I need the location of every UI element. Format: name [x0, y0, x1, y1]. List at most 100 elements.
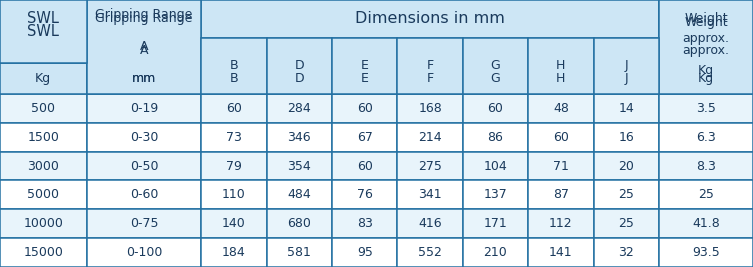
Text: 0-75: 0-75: [130, 217, 158, 230]
Bar: [398, 38, 463, 94]
Bar: [398, 63, 463, 94]
Bar: [267, 180, 332, 209]
Bar: [528, 209, 593, 238]
Bar: [332, 209, 398, 238]
Text: 3.5: 3.5: [696, 102, 716, 115]
Text: 95: 95: [357, 246, 373, 259]
Bar: [0, 94, 87, 123]
Bar: [593, 38, 659, 63]
Bar: [0, 152, 87, 180]
Bar: [659, 38, 753, 63]
Bar: [463, 152, 528, 180]
Bar: [267, 94, 332, 123]
Bar: [398, 123, 463, 152]
Bar: [593, 180, 659, 209]
Text: D: D: [294, 72, 304, 85]
Text: 67: 67: [357, 131, 373, 144]
Text: 76: 76: [357, 189, 373, 201]
Text: 25: 25: [618, 189, 634, 201]
Text: 484: 484: [288, 189, 311, 201]
Text: 25: 25: [618, 217, 634, 230]
Bar: [593, 209, 659, 238]
Bar: [87, 238, 201, 267]
Bar: [0, 123, 87, 152]
Text: SWL: SWL: [27, 24, 59, 39]
Text: 79: 79: [226, 160, 242, 172]
Text: 137: 137: [483, 189, 508, 201]
Bar: [593, 38, 659, 94]
Bar: [659, 0, 753, 94]
Text: 346: 346: [288, 131, 311, 144]
Text: 104: 104: [483, 160, 508, 172]
Bar: [87, 0, 201, 94]
Text: 680: 680: [288, 217, 311, 230]
Bar: [87, 94, 201, 123]
Text: G: G: [491, 60, 501, 72]
Bar: [0, 209, 87, 238]
Text: 0-50: 0-50: [130, 160, 158, 172]
Text: 0-60: 0-60: [130, 189, 158, 201]
Text: H: H: [556, 72, 566, 85]
Text: Dimensions in mm: Dimensions in mm: [355, 11, 505, 26]
Text: 171: 171: [483, 217, 508, 230]
Text: E: E: [361, 60, 369, 72]
Bar: [0, 0, 87, 63]
Bar: [201, 38, 267, 94]
Bar: [201, 238, 267, 267]
Bar: [528, 38, 593, 94]
Bar: [659, 63, 753, 94]
Text: 48: 48: [553, 102, 569, 115]
Bar: [201, 0, 659, 38]
Text: Weight: Weight: [684, 13, 728, 25]
Text: Gripping Range

A

mm: Gripping Range A mm: [95, 9, 193, 85]
Text: 214: 214: [419, 131, 442, 144]
Text: approx.: approx.: [682, 44, 730, 57]
Text: 25: 25: [698, 189, 714, 201]
Text: 284: 284: [288, 102, 311, 115]
Bar: [398, 180, 463, 209]
Bar: [332, 123, 398, 152]
Text: 3000: 3000: [27, 160, 59, 172]
Bar: [463, 209, 528, 238]
Bar: [87, 63, 201, 94]
Text: 60: 60: [487, 102, 504, 115]
Bar: [332, 94, 398, 123]
Bar: [332, 63, 398, 94]
Bar: [267, 209, 332, 238]
Text: A: A: [139, 44, 148, 57]
Bar: [0, 0, 87, 38]
Bar: [201, 152, 267, 180]
Text: F: F: [426, 60, 434, 72]
Bar: [528, 180, 593, 209]
Text: J: J: [624, 60, 628, 72]
Bar: [659, 238, 753, 267]
Text: 60: 60: [357, 102, 373, 115]
Bar: [593, 94, 659, 123]
Text: 210: 210: [483, 246, 508, 259]
Bar: [267, 238, 332, 267]
Text: 112: 112: [549, 217, 573, 230]
Bar: [87, 152, 201, 180]
Text: 0-100: 0-100: [126, 246, 162, 259]
Text: H: H: [556, 60, 566, 72]
Text: Kg: Kg: [35, 72, 51, 85]
Bar: [398, 152, 463, 180]
Text: 16: 16: [618, 131, 634, 144]
Text: 6.3: 6.3: [696, 131, 716, 144]
Text: 552: 552: [418, 246, 442, 259]
Text: Kg: Kg: [698, 72, 714, 85]
Bar: [0, 180, 87, 209]
Text: Weight
approx.

Kg: Weight approx. Kg: [682, 17, 730, 77]
Bar: [201, 180, 267, 209]
Bar: [332, 152, 398, 180]
Text: 416: 416: [419, 217, 442, 230]
Text: 140: 140: [222, 217, 246, 230]
Text: 0-30: 0-30: [130, 131, 158, 144]
Text: 275: 275: [418, 160, 442, 172]
Text: 0-19: 0-19: [130, 102, 158, 115]
Bar: [87, 180, 201, 209]
Text: 1500: 1500: [27, 131, 59, 144]
Text: 184: 184: [222, 246, 246, 259]
Text: 71: 71: [553, 160, 569, 172]
Bar: [0, 238, 87, 267]
